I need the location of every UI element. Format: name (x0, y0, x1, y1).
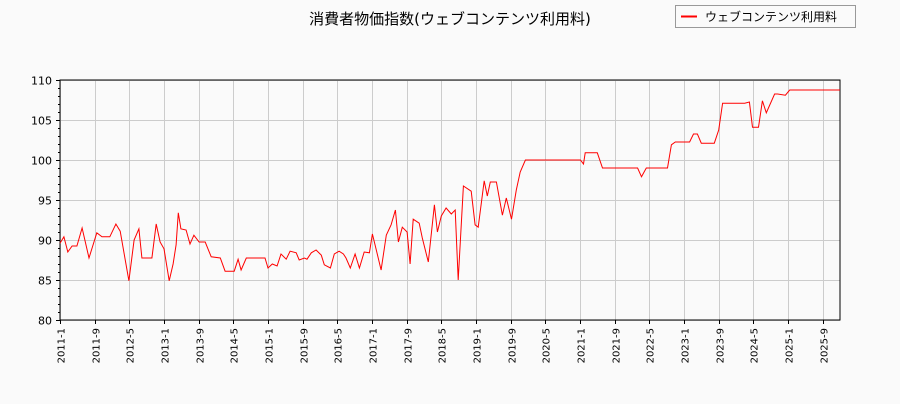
x-tick-label: 2020-5 (542, 328, 553, 363)
legend-label: ウェブコンテンツ利用料 (705, 9, 837, 24)
x-tick-label: 2013-1 (161, 328, 172, 363)
x-tick-label: 2016-5 (334, 328, 345, 363)
y-tick-label: 90 (38, 235, 52, 248)
legend: ウェブコンテンツ利用料 (675, 5, 856, 28)
x-tick-label: 2024-5 (750, 328, 761, 363)
x-tick-label: 2017-1 (369, 328, 380, 363)
x-tick-label: 2015-9 (300, 328, 311, 363)
x-tick-label: 2019-9 (508, 328, 519, 363)
y-tick-label: 110 (31, 75, 52, 88)
grid (60, 80, 840, 321)
x-tick-label: 2015-1 (265, 328, 276, 363)
x-tick-label: 2012-5 (126, 328, 137, 363)
x-tick-label: 2017-9 (404, 328, 415, 363)
x-axis: 2011-1 2011-9 2012-5 2013-1 2013-9 2014-5 2015… (57, 320, 831, 363)
y-tick-label: 85 (38, 275, 52, 288)
x-tick-label: 2023-9 (716, 328, 727, 363)
chart-title: 消費者物価指数(ウェブコンテンツ利用料) (309, 10, 591, 28)
series-layer (59, 89, 840, 281)
y-axis: 80 85 90 95 100 105 110 (31, 75, 60, 328)
x-tick-label: 2014-5 (230, 328, 241, 363)
x-tick-label: 2018-5 (438, 328, 449, 363)
plot-frame (59, 79, 841, 321)
y-tick-label: 80 (38, 315, 52, 328)
x-tick-label: 2025-9 (820, 328, 831, 363)
series-line (59, 89, 840, 281)
x-tick-label: 2013-9 (196, 328, 207, 363)
x-tick-label: 2021-1 (577, 328, 588, 363)
x-tick-label: 2021-9 (612, 328, 623, 363)
x-tick-label: 2011-9 (92, 328, 103, 363)
legend-box (675, 5, 856, 28)
y-tick-label: 95 (38, 195, 52, 208)
x-tick-label: 2025-1 (785, 328, 796, 363)
y-tick-label: 100 (31, 155, 52, 168)
x-tick-label: 2023-1 (681, 328, 692, 363)
x-tick-label: 2011-1 (57, 328, 68, 363)
x-tick-label: 2019-1 (473, 328, 484, 363)
y-tick-label: 105 (31, 115, 52, 128)
x-tick-label: 2022-5 (646, 328, 657, 363)
